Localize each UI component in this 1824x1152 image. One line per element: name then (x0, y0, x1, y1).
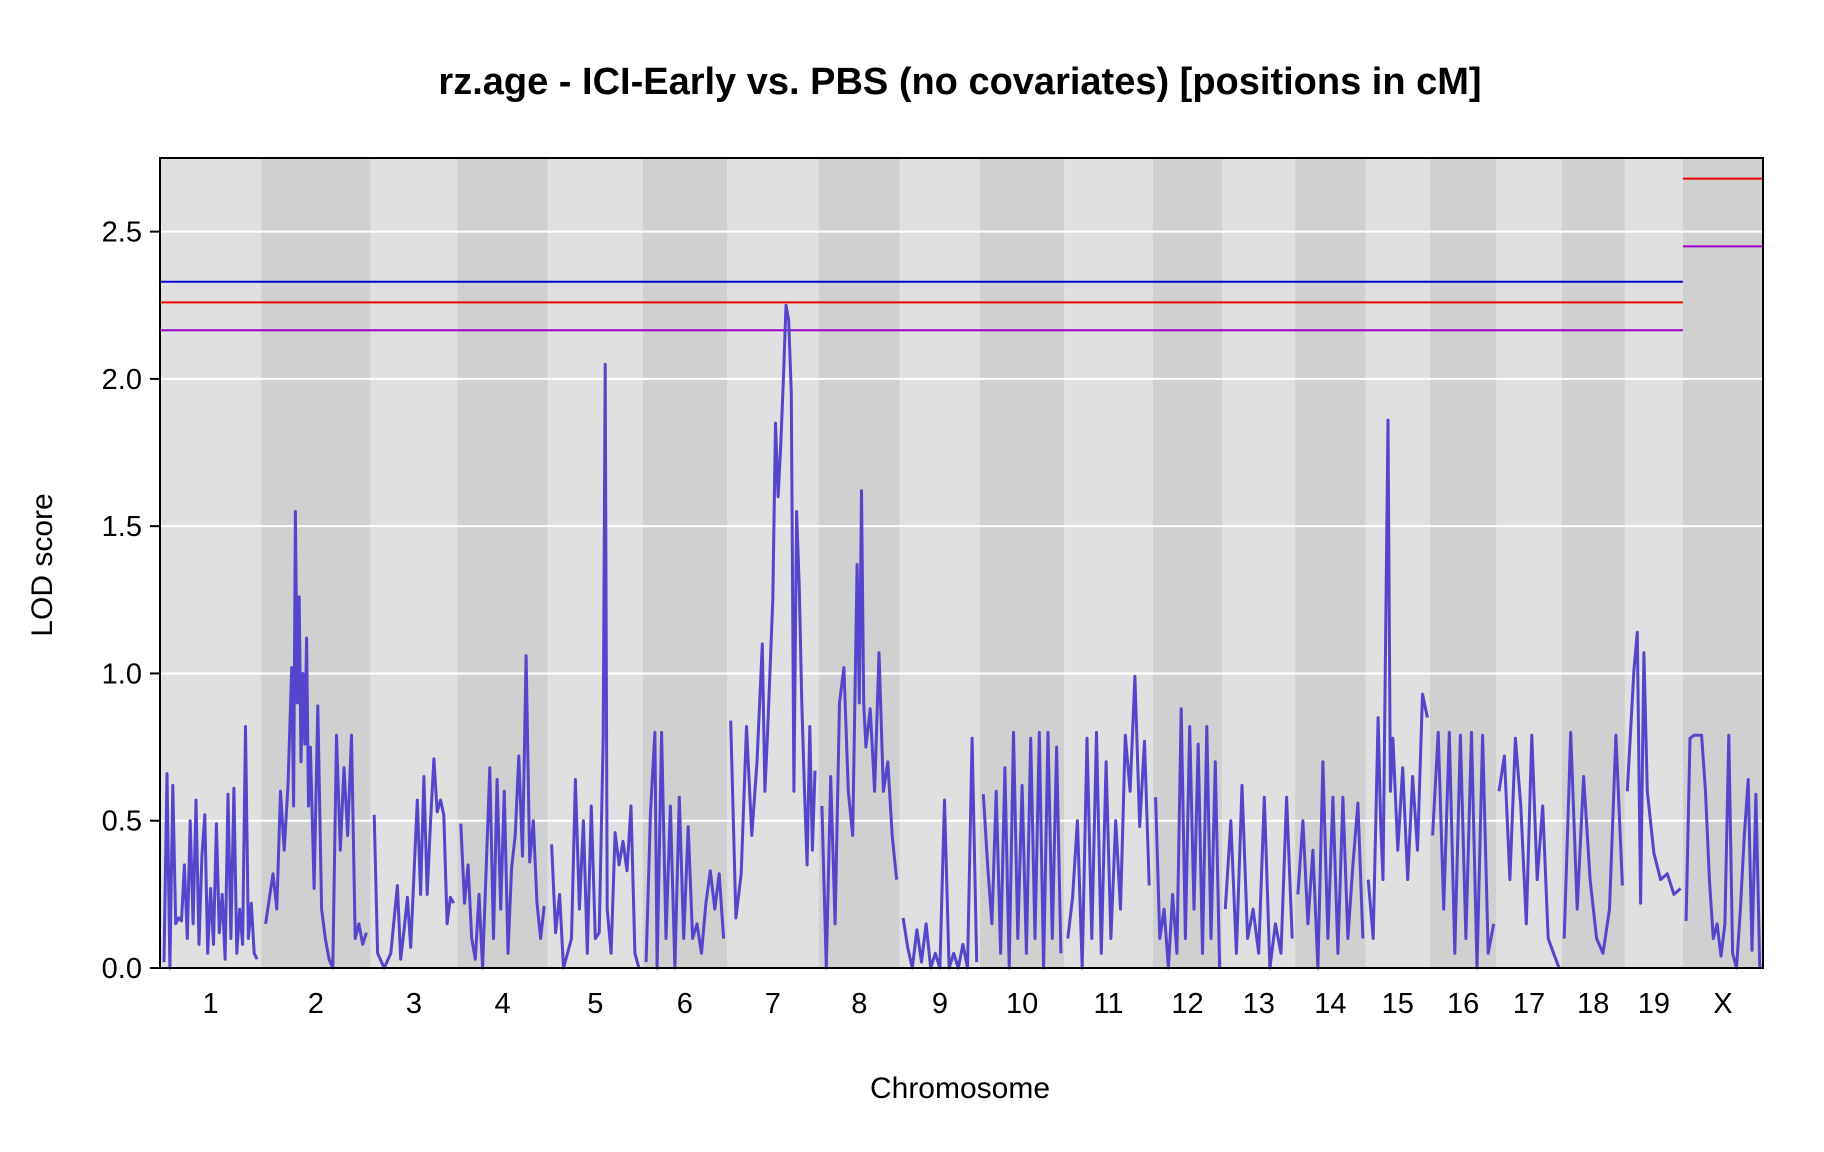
lod-line-chr-X (1684, 733, 1762, 970)
chromosome-band-18 (1561, 158, 1625, 968)
x-tick-label-chr-7: 7 (765, 988, 781, 1020)
x-tick-label-chr-17: 17 (1513, 988, 1545, 1020)
chart-title: rz.age - ICI-Early vs. PBS (no covariate… (438, 61, 1481, 103)
x-tick-label-chr-10: 10 (1006, 988, 1038, 1020)
plot-frame (159, 157, 1764, 969)
x-tick-label-chr-X: X (1713, 988, 1732, 1020)
lod-line-chr-17 (1497, 733, 1561, 969)
x-tick-label-chr-15: 15 (1382, 988, 1414, 1020)
lod-line-chr-13 (1223, 783, 1294, 970)
lod-line-chr-14 (1296, 760, 1365, 970)
lod-line-chr-10 (981, 730, 1063, 970)
x-tick-label-chr-8: 8 (851, 988, 867, 1020)
y-tick-label: 1.0 (102, 658, 142, 690)
chromosome-band-5 (547, 158, 643, 968)
threshold-lines (160, 177, 1763, 332)
lod-line-chr-7 (729, 303, 817, 920)
x-axis-ticks: 1 2 3 4 5 6 7 8 9 10 11 12 13 14 15 16 17 18 19 X (203, 988, 1733, 1020)
lod-line-chr-15 (1366, 418, 1429, 940)
y-tick-label: 2.0 (102, 364, 142, 396)
lod-line-chr-18 (1562, 730, 1624, 955)
x-tick-label-chr-5: 5 (587, 988, 603, 1020)
lod-line-chr-3 (372, 757, 456, 970)
x-tick-label-chr-13: 13 (1243, 988, 1275, 1020)
chromosome-band-13 (1222, 158, 1296, 968)
x-tick-label-chr-18: 18 (1577, 988, 1609, 1020)
x-tick-label-chr-14: 14 (1314, 988, 1346, 1020)
x-tick-label-chr-3: 3 (406, 988, 422, 1020)
x-tick-label-chr-16: 16 (1447, 988, 1479, 1020)
chromosome-band-3 (370, 158, 458, 968)
lod-line-chr-5 (550, 362, 641, 970)
lod-line-chr-4 (459, 654, 546, 970)
lod-line-chr-16 (1431, 730, 1496, 970)
x-tick-label-chr-2: 2 (308, 988, 324, 1020)
lod-line-chr-2 (264, 510, 368, 970)
chromosome-band-9 (899, 158, 980, 968)
y-tick-label: 0.0 (102, 953, 142, 985)
lod-line-chr-11 (1066, 674, 1151, 970)
y-axis-label: LOD score (26, 493, 59, 636)
lod-line-chr-19 (1625, 630, 1682, 905)
y-tick-label: 0.5 (102, 806, 142, 838)
y-tick-label: 2.5 (102, 217, 142, 249)
x-tick-label-chr-12: 12 (1171, 988, 1203, 1020)
x-tick-label-chr-4: 4 (494, 988, 510, 1020)
x-tick-label-chr-11: 11 (1093, 988, 1123, 1020)
y-axis-ticks: 0.0 0.5 1.0 1.5 2.0 2.5 (102, 217, 160, 985)
x-axis-label: Chromosome (870, 1072, 1050, 1105)
gridlines (160, 230, 1763, 822)
lod-curve (162, 303, 1762, 970)
x-tick-label-chr-1: 1 (203, 988, 219, 1020)
lod-line-chr-1 (162, 725, 259, 970)
y-tick-label: 1.5 (102, 511, 142, 543)
x-tick-label-chr-9: 9 (932, 988, 948, 1020)
x-tick-label-chr-19: 19 (1638, 988, 1670, 1020)
lod-line-chr-8 (820, 489, 899, 970)
lod-line-chr-12 (1154, 707, 1222, 970)
chromosome-band-19 (1624, 158, 1683, 968)
x-tick-label-chr-6: 6 (677, 988, 693, 1020)
